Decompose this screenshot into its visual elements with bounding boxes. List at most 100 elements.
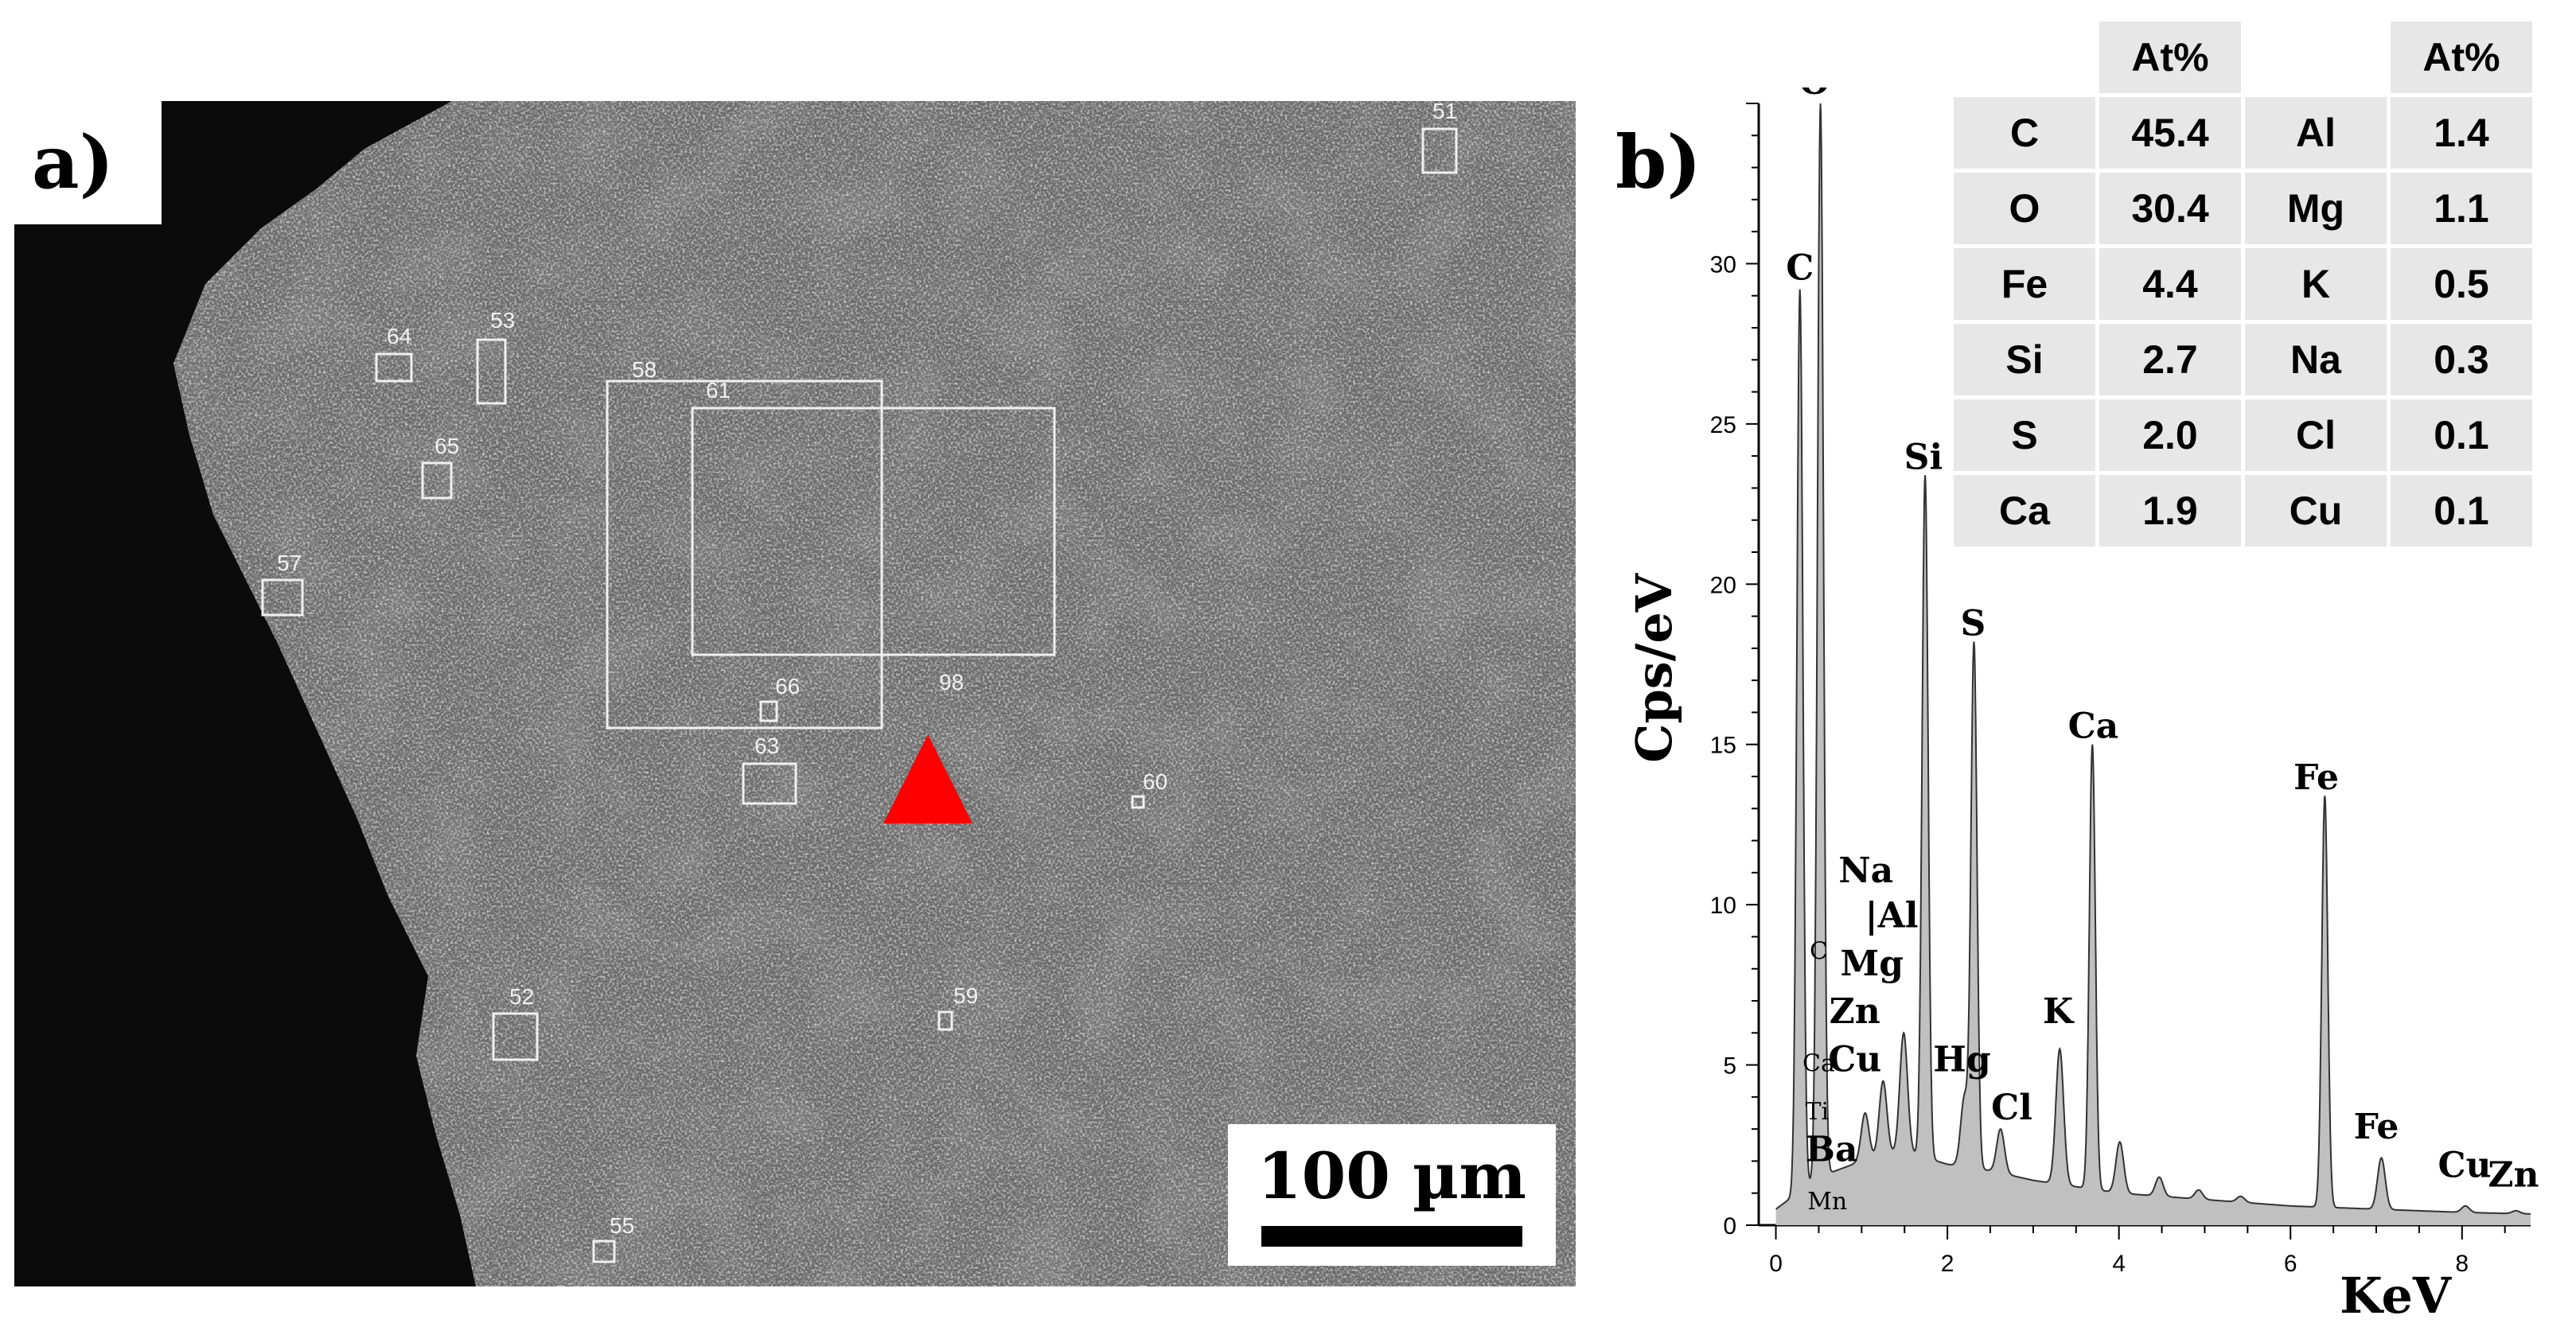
region-label: 51 xyxy=(1432,101,1457,123)
region-box xyxy=(1421,127,1458,174)
sem-micrograph: 51 52 53 55 57 58 59 60 61 63 64 65 66 98 xyxy=(14,101,1576,1286)
x-tick-label: 4 xyxy=(2112,1251,2126,1277)
region-label: 53 xyxy=(490,308,515,333)
region-box xyxy=(759,700,778,722)
peak-label: K xyxy=(2043,991,2075,1032)
element-cell: Al xyxy=(2245,97,2387,169)
peak-label: Ti xyxy=(1805,1098,1829,1126)
region-label: 60 xyxy=(1143,769,1167,794)
region-label: 63 xyxy=(754,734,779,758)
region-box xyxy=(742,762,797,805)
region-box xyxy=(421,461,453,500)
x-tick-label: 2 xyxy=(1941,1251,1954,1277)
peak-label: O xyxy=(1799,88,1830,103)
scale-bar: 100 µm xyxy=(1228,1124,1556,1266)
value-cell: 30.4 xyxy=(2099,173,2241,244)
peak-label: Ca xyxy=(2068,706,2119,747)
peak-label: Hg xyxy=(1933,1040,1990,1080)
peak-label: Cl xyxy=(1991,1088,2032,1128)
region-box xyxy=(592,1240,616,1263)
region-label: 55 xyxy=(610,1213,634,1238)
value-cell: 0.5 xyxy=(2391,248,2532,320)
value-cell: 2.0 xyxy=(2099,399,2241,471)
x-tick-label: 8 xyxy=(2455,1251,2469,1277)
atomic-percent-table: At% At% C 45.4 Al 1.4 O 30.4 Mg 1.1 Fe 4… xyxy=(1950,18,2536,551)
x-axis-label: KeV xyxy=(2340,1267,2452,1325)
peak-label: Fe xyxy=(2354,1107,2399,1147)
scale-bar-line xyxy=(1261,1226,1522,1247)
panel-a-label: a) xyxy=(32,119,115,205)
value-cell: 0.1 xyxy=(2391,475,2532,547)
y-tick-label: 0 xyxy=(1723,1213,1736,1240)
peak-label: Si xyxy=(1904,437,1943,477)
peak-label: C xyxy=(1810,938,1828,966)
table-row: S 2.0 Cl 0.1 xyxy=(1954,399,2532,471)
table-row: Ca 1.9 Cu 0.1 xyxy=(1954,475,2532,547)
element-cell: Si xyxy=(1954,324,2095,395)
element-cell: Mg xyxy=(2245,173,2387,244)
peak-label: Na xyxy=(1838,850,1893,891)
table-header-at2: At% xyxy=(2391,21,2532,93)
element-cell: S xyxy=(1954,399,2095,471)
region-box xyxy=(375,352,413,383)
region-label: 66 xyxy=(775,674,800,699)
table-header-row: At% At% xyxy=(1954,21,2532,93)
element-cell: K xyxy=(2245,248,2387,320)
spectrum-plot xyxy=(1775,103,2531,1225)
y-tick-label: 15 xyxy=(1710,733,1736,759)
value-cell: 1.1 xyxy=(2391,173,2532,244)
peak-label: Cu xyxy=(2438,1146,2492,1186)
region-box xyxy=(937,1010,953,1031)
y-tick-label: 5 xyxy=(1723,1053,1736,1080)
peak-label: Ca xyxy=(1802,1050,1835,1078)
region-box xyxy=(1131,795,1145,809)
region-label: 61 xyxy=(706,378,731,403)
y-axis-label: Cps/eV xyxy=(1625,573,1683,763)
value-cell: 0.3 xyxy=(2391,324,2532,395)
peak-label: S xyxy=(1961,604,1986,644)
region-label: 52 xyxy=(509,984,534,1009)
y-tick-label: 25 xyxy=(1710,412,1736,438)
y-tick-label: 20 xyxy=(1710,572,1736,598)
y-tick-label: 10 xyxy=(1710,893,1736,919)
analysis-regions: 51 52 53 55 57 58 59 60 61 63 64 65 66 98 xyxy=(261,101,1458,1263)
peak-label: Cu xyxy=(1828,1040,1881,1080)
region-box xyxy=(261,578,304,617)
peak-label: Zn xyxy=(1830,991,1880,1032)
panel-b-label: b) xyxy=(1615,119,1701,205)
region-label: 64 xyxy=(387,324,411,348)
value-cell: 1.4 xyxy=(2391,97,2532,169)
region-box xyxy=(492,1012,539,1061)
peak-label: Mn xyxy=(1807,1188,1847,1216)
element-cell: Cu xyxy=(2245,475,2387,547)
region-label: 98 xyxy=(939,670,964,695)
peak-label: C xyxy=(1786,248,1814,289)
region-label: 59 xyxy=(953,983,978,1008)
region-label: 57 xyxy=(277,551,302,575)
region-box xyxy=(476,338,507,405)
peak-label: Fe xyxy=(2293,757,2339,798)
element-cell: Fe xyxy=(1954,248,2095,320)
table-row: Si 2.7 Na 0.3 xyxy=(1954,324,2532,395)
value-cell: 4.4 xyxy=(2099,248,2241,320)
value-cell: 0.1 xyxy=(2391,399,2532,471)
spectrum-line xyxy=(1775,103,2531,1215)
scale-bar-label: 100 µm xyxy=(1257,1138,1527,1213)
value-cell: 2.7 xyxy=(2099,324,2241,395)
peak-label: Mg xyxy=(1841,944,1904,984)
element-cell: C xyxy=(1954,97,2095,169)
region-box xyxy=(606,379,883,730)
table-row: Fe 4.4 K 0.5 xyxy=(1954,248,2532,320)
peak-label: Ba xyxy=(1806,1129,1858,1169)
element-cell: Ca xyxy=(1954,475,2095,547)
region-box xyxy=(691,407,1056,656)
region-label: 58 xyxy=(632,357,657,382)
x-tick-label: 6 xyxy=(2284,1251,2297,1277)
element-cell: O xyxy=(1954,173,2095,244)
red-triangle-marker xyxy=(883,734,972,823)
table-header-at1: At% xyxy=(2099,21,2241,93)
x-tick-label: 0 xyxy=(1769,1251,1783,1277)
table-row: O 30.4 Mg 1.1 xyxy=(1954,173,2532,244)
